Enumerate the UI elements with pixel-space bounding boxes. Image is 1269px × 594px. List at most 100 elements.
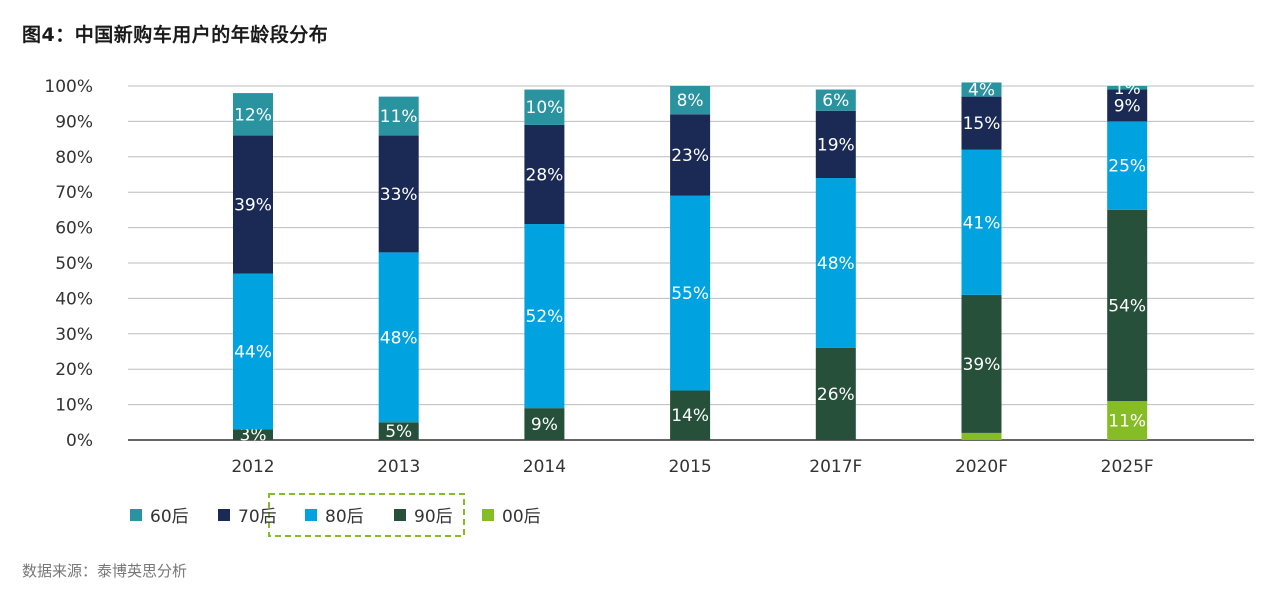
data-label: 9% bbox=[1114, 96, 1141, 116]
legend-label: 60后 bbox=[150, 507, 189, 527]
data-label: 14% bbox=[671, 406, 709, 426]
legend-swatch bbox=[394, 509, 406, 521]
data-label: 9% bbox=[531, 415, 558, 435]
legend-label: 80后 bbox=[325, 507, 364, 527]
y-tick-label: 30% bbox=[55, 325, 93, 345]
bar-stack-2020F: 39% 41% 15% 4% bbox=[961, 81, 1002, 440]
bar-segment-80后 bbox=[378, 252, 419, 423]
bar-stack-2014: 9% 52% 28% 10% bbox=[524, 89, 565, 440]
bar-segment-90后 bbox=[961, 294, 1002, 433]
data-label: 39% bbox=[234, 196, 272, 216]
legend-swatch bbox=[482, 509, 494, 521]
data-source-note: 数据来源：泰博英思分析 bbox=[22, 562, 188, 580]
y-tick-label: 100% bbox=[44, 77, 93, 97]
bar-segment-90后 bbox=[233, 429, 273, 440]
bar-segment-60后 bbox=[670, 86, 711, 115]
bar-segment-70后 bbox=[961, 96, 1002, 150]
bar-stack-2025F: 11% 54% 25% 9%1% bbox=[1107, 79, 1148, 440]
data-label: 26% bbox=[817, 385, 855, 405]
data-label: 28% bbox=[526, 166, 564, 186]
chart-title: 图4：中国新购车用户的年龄段分布 bbox=[22, 24, 329, 46]
bar-segment-70后 bbox=[815, 110, 856, 179]
y-tick-label: 70% bbox=[55, 183, 93, 203]
bars: 3% 44% 39% 12% 5% 48% 33% 11% 9% 52% 28% 10% 14% 55% 2… bbox=[233, 79, 1148, 446]
data-label: 33% bbox=[380, 185, 418, 205]
bar-stack-2017F: 26% 48% 19% 6% bbox=[815, 89, 856, 440]
data-label: 52% bbox=[526, 307, 564, 327]
x-tick-label: 2014 bbox=[523, 457, 566, 477]
x-tick-label: 2012 bbox=[231, 457, 274, 477]
data-label: 54% bbox=[1108, 296, 1146, 316]
legend-swatch bbox=[218, 509, 230, 521]
bar-segment-80后 bbox=[524, 224, 565, 409]
bar-segment-80后 bbox=[670, 195, 711, 391]
data-label: 48% bbox=[380, 328, 418, 348]
data-label: 15% bbox=[963, 114, 1001, 134]
y-tick-label: 80% bbox=[55, 148, 93, 168]
bar-segment-90后 bbox=[1107, 209, 1148, 402]
y-tick-label: 60% bbox=[55, 219, 93, 239]
bar-segment-70后 bbox=[1107, 89, 1148, 122]
bar-segment-70后 bbox=[524, 124, 565, 225]
bar-segment-80后 bbox=[961, 149, 1002, 295]
bar-segment-90后 bbox=[670, 390, 711, 440]
bar-segment-60后 bbox=[524, 89, 565, 125]
x-tick-label: 2013 bbox=[377, 457, 420, 477]
bar-segment-90后 bbox=[815, 347, 856, 440]
bar-segment-90后 bbox=[378, 422, 419, 440]
bar-segment-70后 bbox=[233, 135, 273, 274]
legend-label: 00后 bbox=[502, 507, 541, 527]
data-label: 39% bbox=[963, 355, 1001, 375]
data-label: 6% bbox=[822, 91, 849, 111]
x-tick-label: 2020F bbox=[955, 457, 1008, 477]
bar-stack-2012: 3% 44% 39% 12% bbox=[233, 93, 273, 446]
data-label: 25% bbox=[1108, 157, 1146, 177]
y-tick-label: 0% bbox=[66, 431, 93, 451]
y-tick-label: 10% bbox=[55, 396, 93, 416]
legend-label: 90后 bbox=[414, 507, 453, 527]
bar-segment-70后 bbox=[378, 135, 419, 253]
bar-segment-60后 bbox=[815, 89, 856, 111]
bar-segment-00后 bbox=[1107, 401, 1148, 440]
x-tick-label: 2015 bbox=[668, 457, 711, 477]
data-label: 44% bbox=[234, 343, 272, 363]
y-tick-label: 50% bbox=[55, 254, 93, 274]
bar-segment-00后 bbox=[961, 432, 1002, 440]
bar-segment-60后 bbox=[233, 93, 273, 136]
data-label: 8% bbox=[677, 91, 704, 111]
legend-label: 70后 bbox=[238, 507, 277, 527]
legend-highlight-box bbox=[268, 493, 465, 537]
data-label: 55% bbox=[671, 284, 709, 304]
legend: 60后 70后 80后 90后 00后 bbox=[130, 493, 541, 537]
x-axis-ticks: 2012 2013 2014 2015 2017F 2020F 2025F bbox=[231, 457, 1153, 477]
y-tick-label: 40% bbox=[55, 289, 93, 309]
y-tick-label: 20% bbox=[55, 360, 93, 380]
bar-segment-80后 bbox=[1107, 121, 1148, 210]
data-label: 11% bbox=[1108, 412, 1146, 432]
data-label: 10% bbox=[526, 98, 564, 118]
data-label: 23% bbox=[671, 146, 709, 166]
data-label: 11% bbox=[380, 107, 418, 127]
bar-stack-2013: 5% 48% 33% 11% bbox=[378, 96, 419, 442]
bar-segment-60后 bbox=[1107, 86, 1148, 90]
legend-swatch bbox=[130, 509, 142, 521]
bar-stack-2015: 14% 55% 23% 8% bbox=[670, 86, 711, 440]
bar-segment-80后 bbox=[815, 178, 856, 348]
data-label: 3% bbox=[240, 426, 267, 446]
data-label: 5% bbox=[385, 422, 412, 442]
bar-segment-70后 bbox=[670, 114, 711, 196]
bar-segment-80后 bbox=[233, 273, 273, 430]
x-tick-label: 2025F bbox=[1101, 457, 1154, 477]
legend-swatch bbox=[305, 509, 317, 521]
data-label: 4% bbox=[968, 81, 995, 101]
data-label: 48% bbox=[817, 254, 855, 274]
y-tick-label: 90% bbox=[55, 112, 93, 132]
data-label: 19% bbox=[817, 135, 855, 155]
data-label: 1% bbox=[1114, 79, 1141, 99]
data-label: 12% bbox=[234, 105, 272, 125]
y-axis-ticks: 0% 10% 20% 30% 40% 50% 60% 70% 80% 90% 100% bbox=[44, 77, 93, 451]
bar-segment-60后 bbox=[961, 82, 1002, 97]
bar-segment-90后 bbox=[524, 408, 565, 440]
data-label: 41% bbox=[963, 213, 1001, 233]
